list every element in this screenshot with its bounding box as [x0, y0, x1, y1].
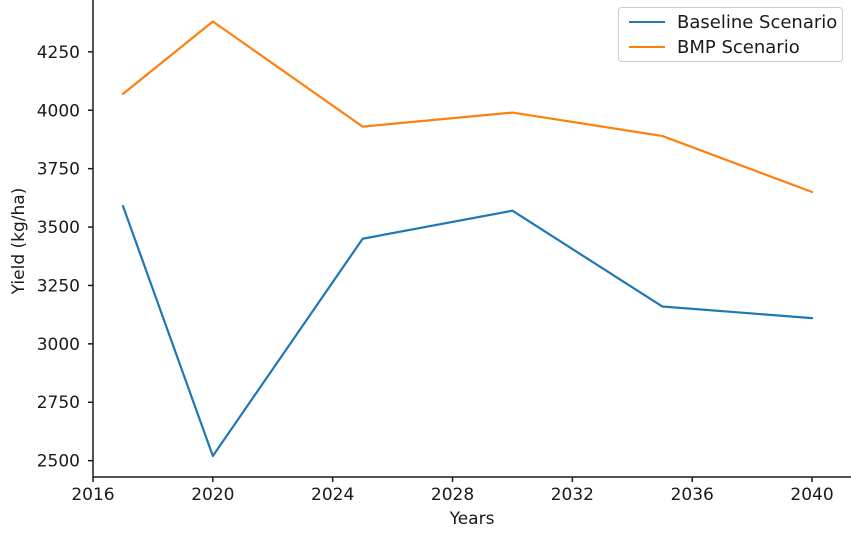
legend-label-baseline: Baseline Scenario [677, 11, 838, 33]
y-tick-label: 3750 [37, 160, 80, 180]
y-tick-label: 3250 [37, 276, 80, 296]
y-tick-label: 2500 [37, 452, 80, 472]
legend-item-bmp: BMP Scenario [629, 37, 832, 58]
y-tick-label: 4250 [37, 43, 80, 63]
legend-label-bmp: BMP Scenario [677, 36, 800, 58]
y-tick-label: 3000 [37, 335, 80, 355]
y-tick-label: 3500 [37, 218, 80, 238]
x-tick-label: 2016 [71, 485, 114, 505]
y-tick-label: 2750 [37, 393, 80, 413]
series-line-bmp-scenario [121, 20, 814, 194]
legend-item-baseline: Baseline Scenario [629, 12, 837, 33]
x-tick-label: 2036 [671, 485, 714, 505]
legend: Baseline Scenario BMP Scenario [618, 7, 843, 62]
x-tick-label: 2020 [191, 485, 234, 505]
bmp-line-swatch [629, 45, 665, 49]
y-axis-label: Yield (kg/ha) [9, 187, 29, 295]
x-tick-label: 2040 [790, 485, 833, 505]
x-axis-label: Years [449, 509, 495, 529]
baseline-line-swatch [629, 20, 665, 24]
y-tick-label: 4000 [37, 101, 80, 121]
x-tick-label: 2024 [311, 485, 354, 505]
x-tick-label: 2032 [551, 485, 594, 505]
x-tick-label: 2028 [431, 485, 474, 505]
series-line-baseline-scenario [121, 204, 814, 458]
